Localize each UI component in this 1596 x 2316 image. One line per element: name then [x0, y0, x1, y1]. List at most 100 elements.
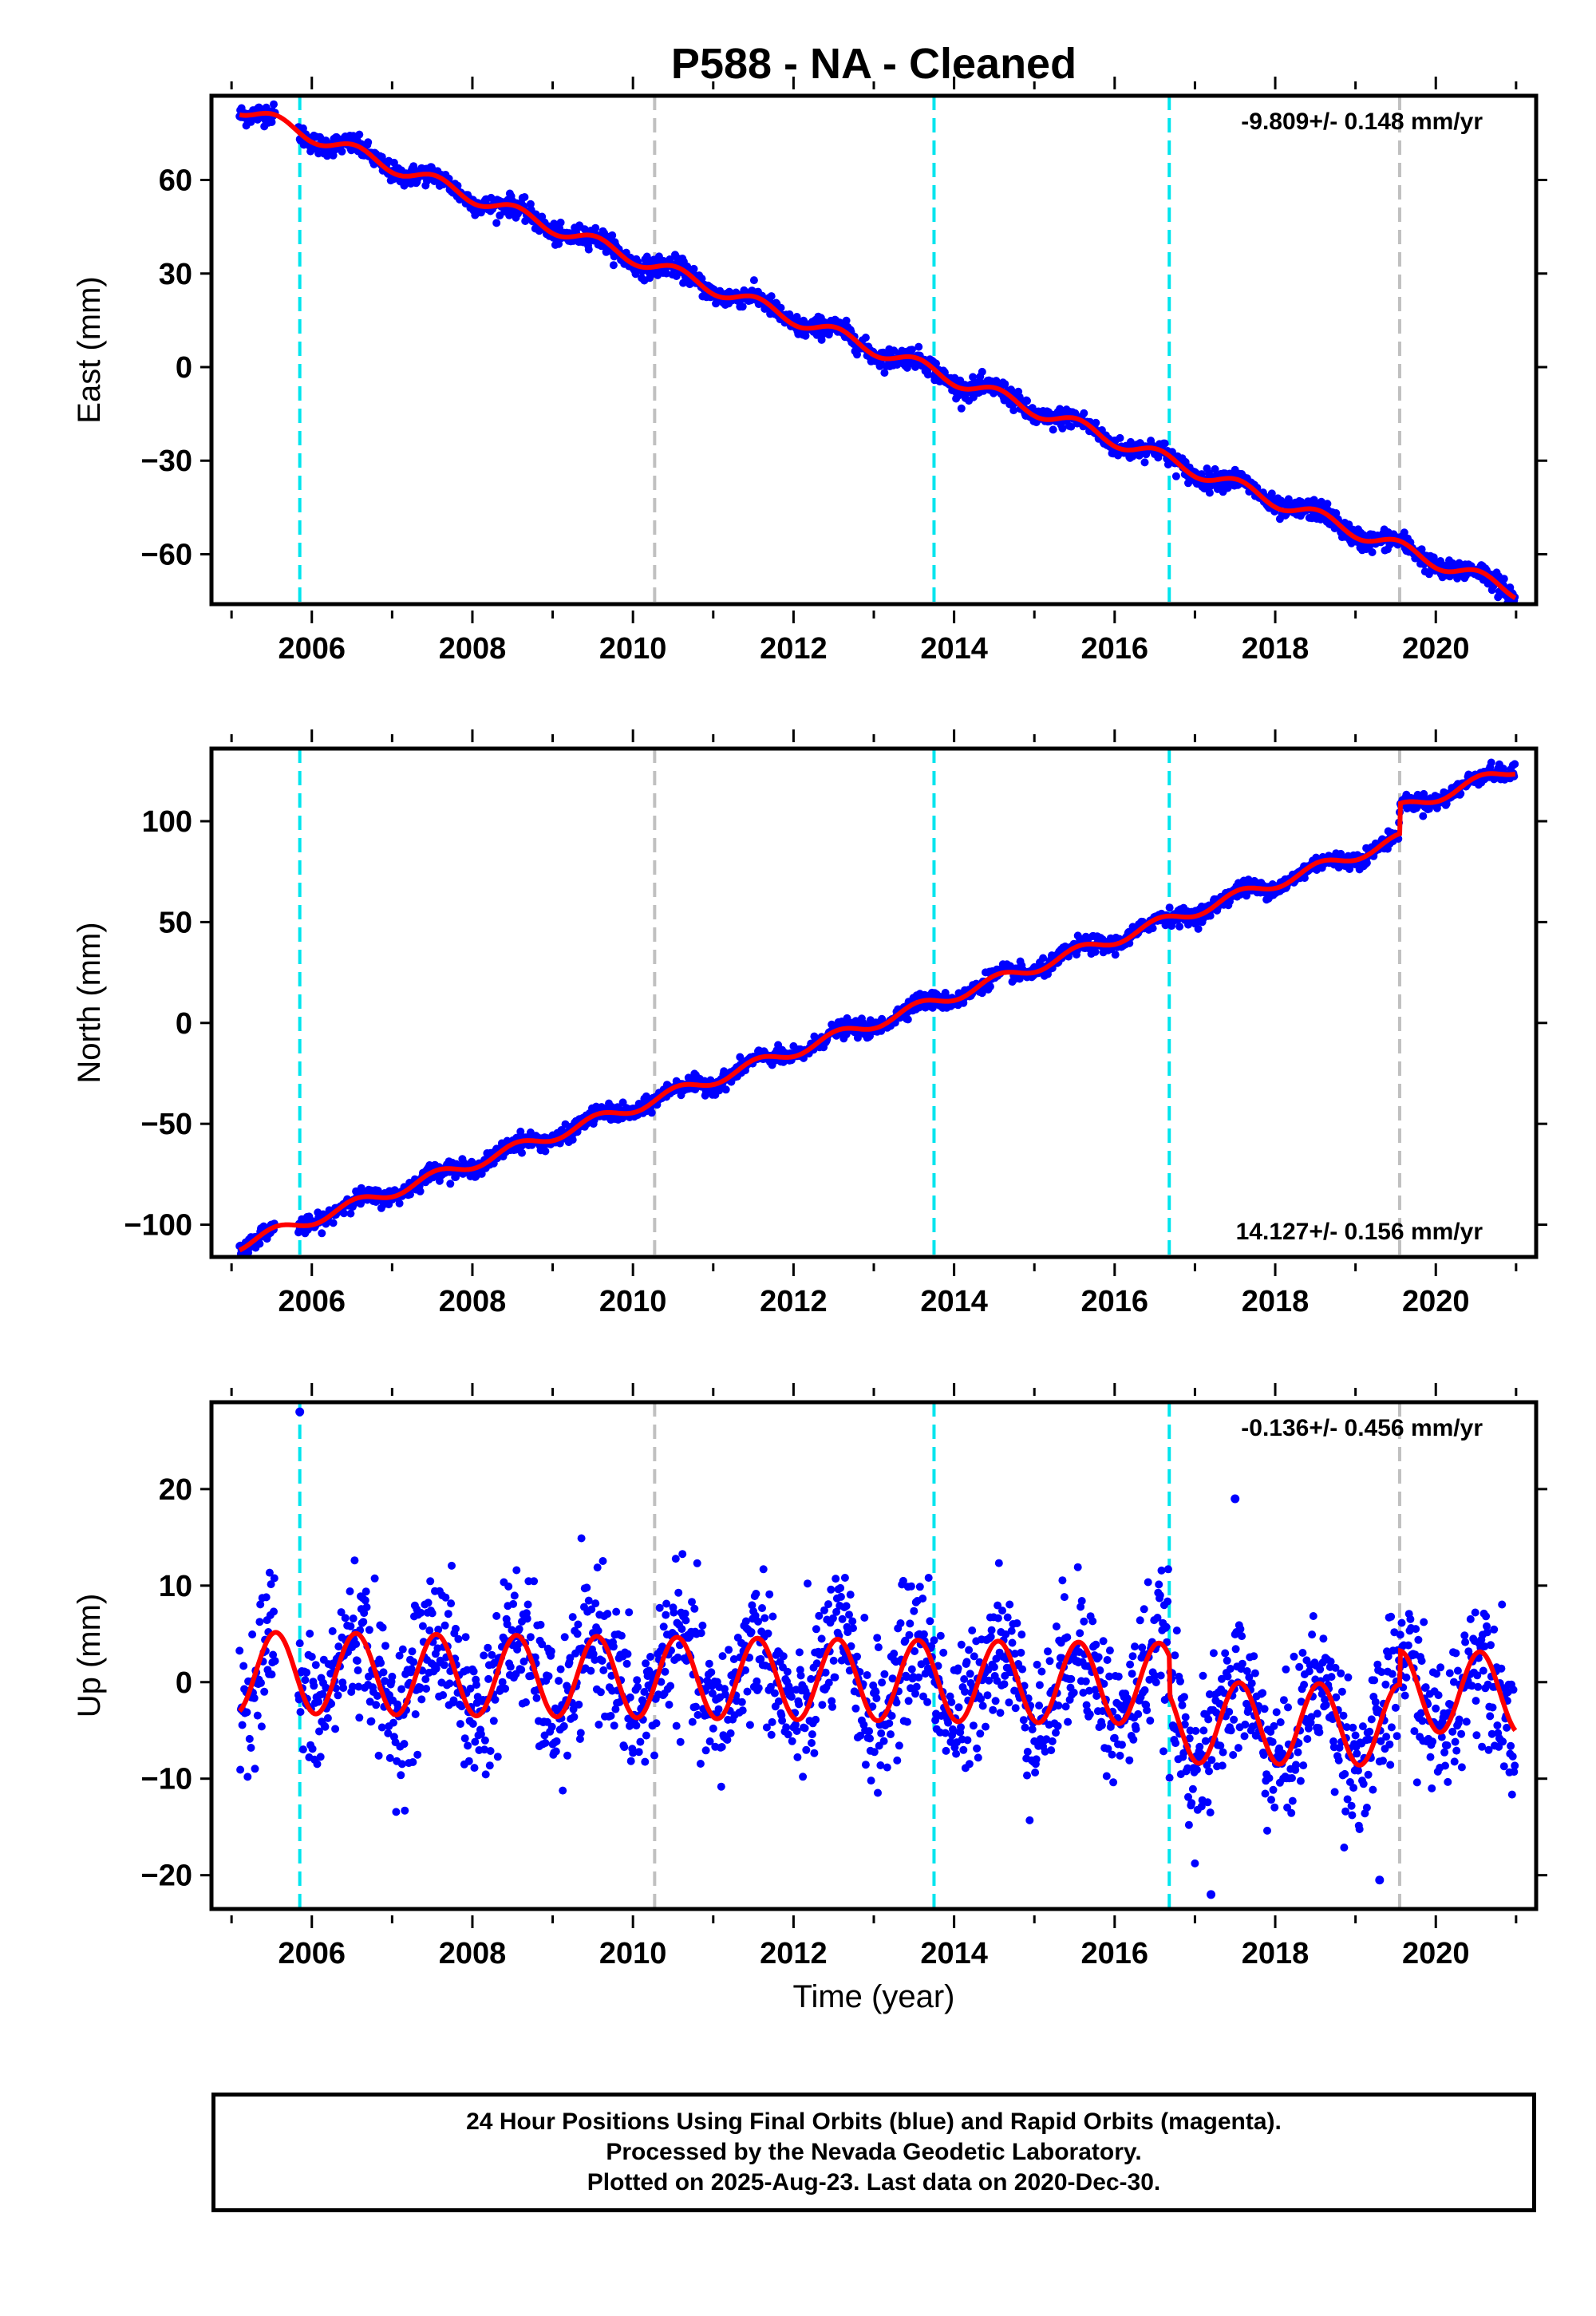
data-point	[770, 1689, 779, 1697]
data-point	[1211, 464, 1219, 473]
data-point	[714, 1705, 723, 1713]
data-point	[707, 1668, 716, 1677]
data-point	[1165, 903, 1174, 912]
data-point	[665, 1701, 674, 1709]
data-point	[318, 1229, 326, 1238]
data-point	[792, 1727, 801, 1735]
data-point	[910, 1607, 918, 1615]
data-point	[681, 1609, 689, 1618]
data-point	[341, 1614, 350, 1622]
data-point	[915, 1673, 923, 1682]
data-point	[949, 1727, 958, 1736]
data-point	[523, 1600, 532, 1609]
data-point	[260, 1687, 269, 1696]
data-point	[1362, 859, 1371, 868]
data-point	[488, 1650, 496, 1659]
data-point	[931, 1716, 940, 1725]
data-point	[906, 1619, 915, 1628]
data-point	[978, 367, 986, 376]
data-point	[1023, 397, 1031, 405]
data-point	[863, 1671, 871, 1679]
data-point	[1429, 553, 1438, 562]
data-point	[409, 1758, 417, 1766]
data-point	[646, 1653, 654, 1661]
data-point	[795, 1648, 804, 1657]
data-point	[622, 1659, 631, 1668]
data-point	[1511, 760, 1519, 769]
data-point	[1368, 548, 1377, 556]
data-point	[847, 1642, 855, 1650]
data-point	[978, 1701, 987, 1710]
model-fit-line	[238, 771, 1516, 1253]
data-point	[832, 1575, 840, 1583]
data-point	[671, 1555, 680, 1563]
data-point	[880, 369, 889, 377]
data-point	[384, 1729, 393, 1737]
data-point	[1140, 458, 1149, 467]
data-point	[831, 1673, 839, 1682]
data-point	[556, 1665, 565, 1674]
data-point	[301, 1676, 310, 1685]
data-point	[452, 1624, 460, 1633]
data-point	[778, 1717, 787, 1725]
data-point	[799, 1773, 808, 1781]
data-point	[239, 1662, 248, 1670]
data-point	[674, 1588, 683, 1597]
data-point	[818, 1701, 827, 1709]
data-point	[729, 1655, 738, 1663]
data-point	[642, 1659, 650, 1668]
data-point	[957, 1723, 965, 1732]
data-point	[397, 1685, 406, 1694]
x-tick-label: 2018	[1242, 632, 1310, 666]
data-point	[892, 1698, 901, 1707]
data-point	[315, 1727, 323, 1736]
data-point	[520, 193, 529, 201]
data-point	[952, 1749, 961, 1758]
data-point	[795, 1700, 804, 1709]
velocity-label: 14.127+/- 0.156 mm/yr	[1236, 1219, 1483, 1245]
data-point	[923, 1697, 932, 1706]
data-point	[485, 1761, 494, 1770]
data-point	[893, 1756, 902, 1765]
data-point	[626, 1693, 634, 1701]
data-point	[745, 1721, 754, 1729]
data-point	[874, 1643, 883, 1652]
data-point	[986, 1632, 995, 1641]
data-point	[526, 1633, 535, 1642]
data-point	[321, 1722, 330, 1731]
data-point	[243, 1773, 252, 1781]
data-point	[842, 1602, 851, 1611]
data-point	[676, 1737, 685, 1746]
data-point	[633, 1676, 642, 1685]
data-point	[661, 1667, 670, 1676]
data-point	[318, 1690, 327, 1698]
data-point	[598, 1557, 607, 1565]
data-point	[486, 1747, 495, 1755]
data-point	[444, 1610, 452, 1618]
data-point	[899, 1576, 907, 1585]
data-point	[1080, 409, 1088, 417]
data-point	[560, 1633, 569, 1642]
data-point	[584, 245, 593, 254]
data-point	[612, 1607, 621, 1616]
data-point	[804, 1579, 812, 1588]
data-point	[587, 1666, 595, 1675]
data-point	[650, 1751, 658, 1760]
data-point	[440, 1621, 449, 1630]
data-point	[594, 1626, 602, 1635]
data-point	[352, 1640, 361, 1648]
data-point	[448, 1561, 456, 1570]
data-point	[655, 1603, 664, 1612]
data-point	[323, 1713, 332, 1722]
data-point	[905, 1630, 914, 1639]
data-point	[355, 1713, 364, 1722]
data-point	[598, 1657, 606, 1665]
data-point	[990, 1662, 998, 1671]
y-tick-label: 60	[159, 164, 192, 198]
data-point	[820, 1606, 828, 1614]
data-point	[812, 1659, 821, 1668]
data-point	[688, 1717, 697, 1726]
data-point	[743, 1687, 752, 1696]
data-point	[696, 1760, 705, 1768]
